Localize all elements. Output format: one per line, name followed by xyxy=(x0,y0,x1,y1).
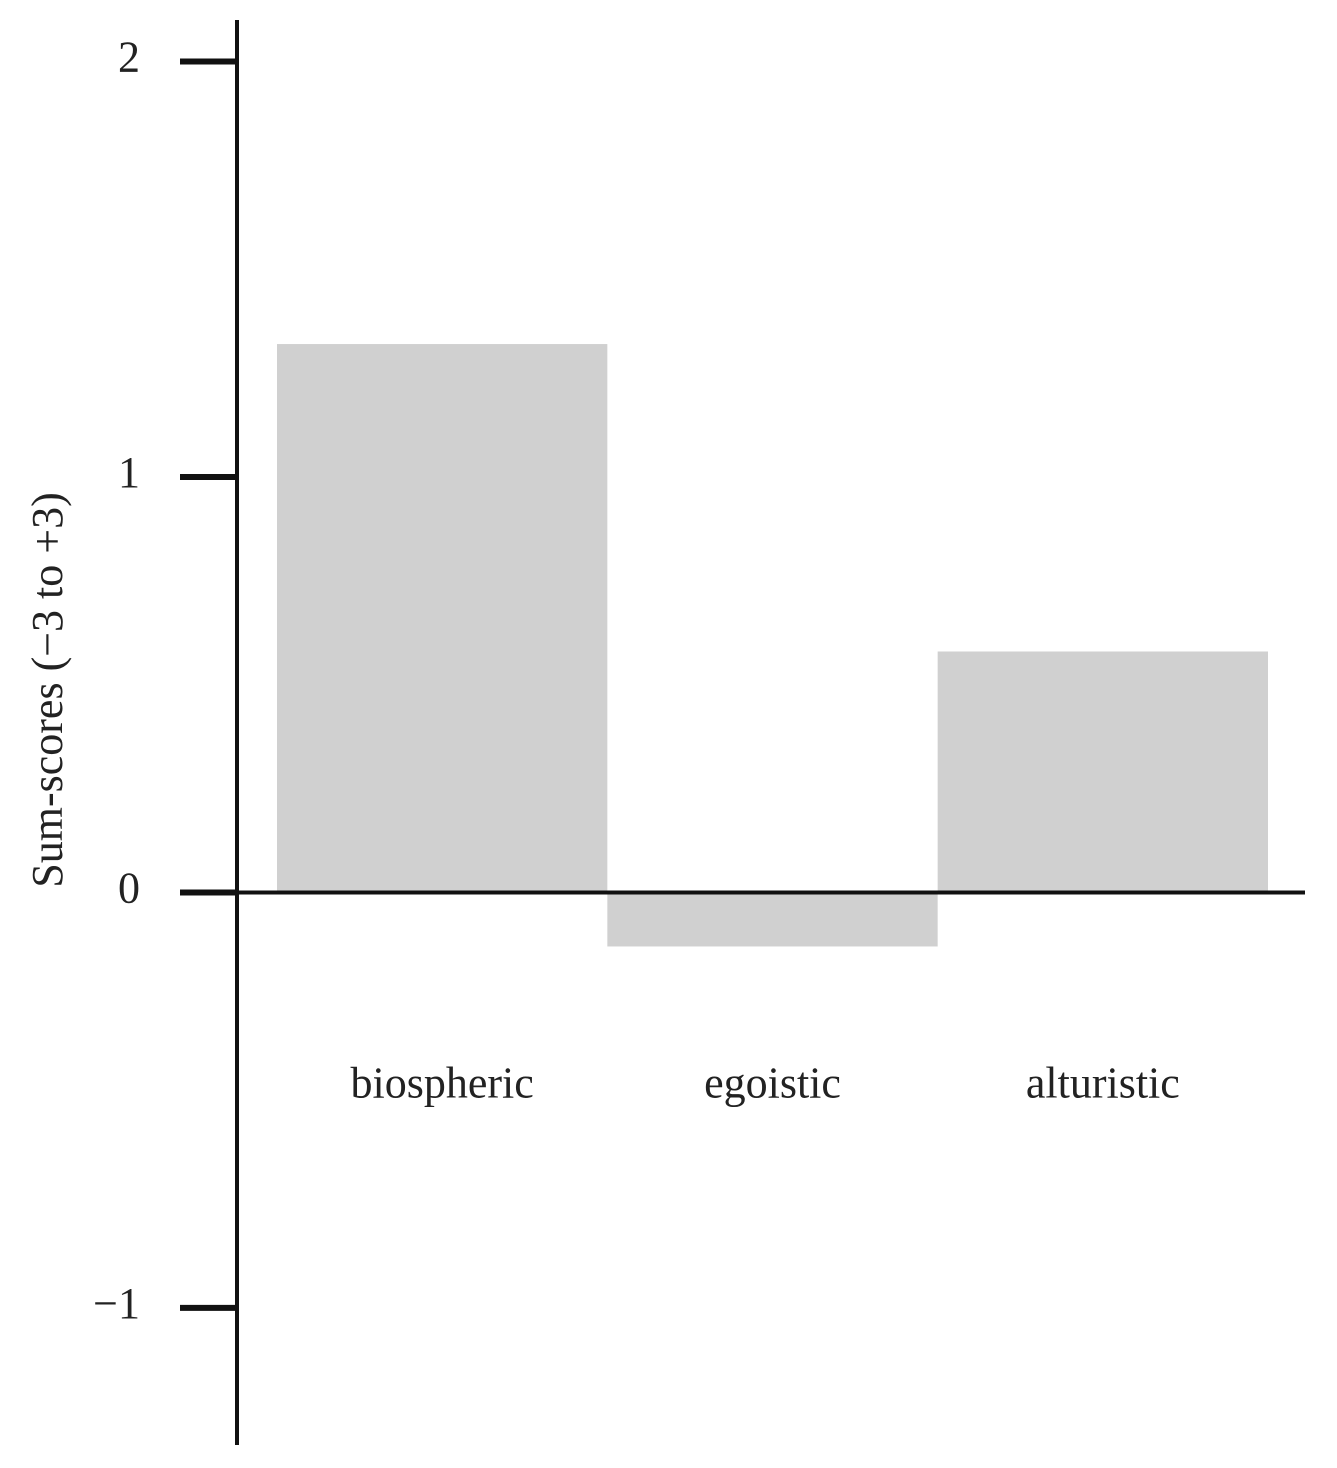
bar xyxy=(937,651,1268,893)
y-tick-label: 0 xyxy=(118,864,140,913)
bar xyxy=(277,344,608,893)
x-tick-label: egoistic xyxy=(704,1059,841,1108)
bar xyxy=(607,892,938,947)
y-axis-label: Sum-scores (−3 to +3) xyxy=(23,492,72,887)
y-tick-label: 1 xyxy=(118,448,140,497)
y-tick-label: 2 xyxy=(118,33,140,82)
x-tick-label: biospheric xyxy=(351,1059,534,1108)
x-tick-label: alturistic xyxy=(1026,1059,1180,1108)
y-tick-label: −1 xyxy=(93,1279,140,1328)
